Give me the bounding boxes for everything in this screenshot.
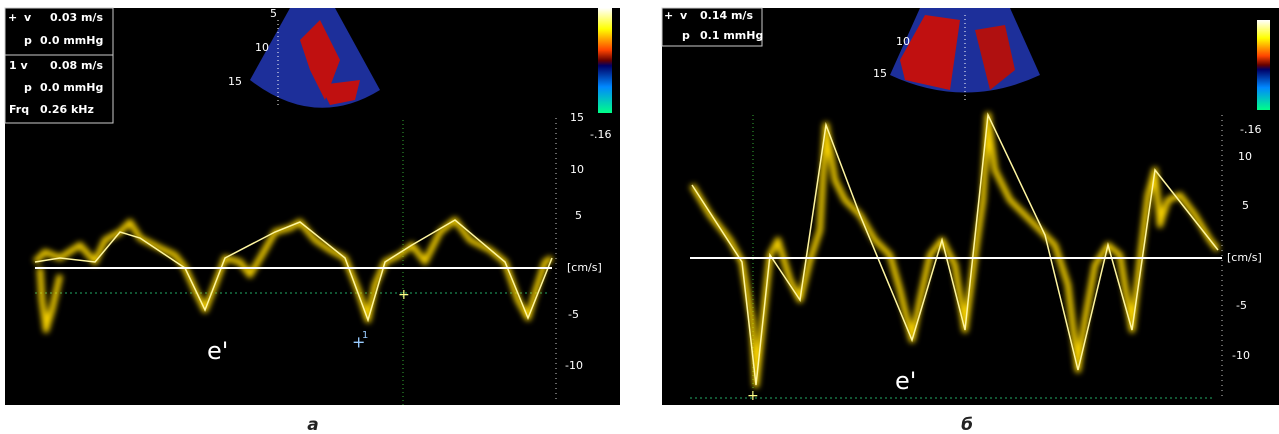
trace-core <box>691 112 1219 386</box>
readout-label: v <box>680 9 688 22</box>
color-bar-label: -.16 <box>1240 123 1261 136</box>
readout-label: v <box>24 11 32 24</box>
readout-label: p <box>24 81 32 94</box>
readout-label: p <box>24 34 32 47</box>
readout-label: p <box>682 29 690 42</box>
readout-value: 0.08 m/s <box>50 59 103 72</box>
color-bar <box>598 8 612 113</box>
marker-label: 1 <box>362 330 368 341</box>
cursor-icon: + <box>8 11 17 24</box>
scale-label: 5 <box>575 209 582 222</box>
cursor-icon: + <box>664 9 673 22</box>
readout-label: Frq <box>9 103 29 116</box>
panel-a: 5 10 15 + v 0.03 m/s p 0.0 mmHg 1 v 0.08… <box>4 7 620 434</box>
spectral-trace <box>32 217 554 323</box>
readout-box <box>661 7 763 47</box>
scale-label: -5 <box>1236 299 1247 312</box>
readout-value: 0.0 mmHg <box>40 81 103 94</box>
spectral-trace <box>689 112 1221 388</box>
color-flow <box>320 80 360 105</box>
scale-label: 10 <box>1238 150 1252 163</box>
readout-value: 0.1 mmHg <box>700 29 763 42</box>
panel-b: 10 15 + v 0.14 m/s p 0.1 mmHg -.16 10 5 … <box>661 7 1279 434</box>
caption: б <box>961 415 973 434</box>
scale-label: 15 <box>570 111 584 124</box>
readout-value: 0.0 mmHg <box>40 34 103 47</box>
readout-value: 0.14 m/s <box>700 9 753 22</box>
scale-label: [cm/s] <box>567 261 602 274</box>
color-bar-label: -.16 <box>590 128 611 141</box>
caption: а <box>307 415 318 434</box>
color-flow <box>300 20 340 100</box>
depth-label: 10 <box>255 41 269 54</box>
depth-label: 10 <box>896 35 910 48</box>
scale-label: 10 <box>570 163 584 176</box>
readout-value: 0.03 m/s <box>50 11 103 24</box>
readout-value: 0.26 kHz <box>40 103 94 116</box>
marker-icon: + <box>398 287 410 303</box>
depth-label: 15 <box>873 67 887 80</box>
scale-label: 5 <box>1242 199 1249 212</box>
scale-label: -10 <box>565 359 583 372</box>
annotation: e' <box>895 367 916 395</box>
color-bar <box>1257 20 1270 110</box>
annotation: e' <box>207 337 228 365</box>
spectral-trace <box>37 267 63 333</box>
marker-icon: + <box>352 333 365 352</box>
color-flow <box>900 15 960 90</box>
trace-core <box>34 219 553 323</box>
depth-label: 5 <box>270 7 277 20</box>
scale-label: [cm/s] <box>1227 251 1262 264</box>
readout-box <box>4 7 114 124</box>
color-flow <box>975 25 1015 90</box>
marker-icon: + <box>747 388 759 404</box>
scale-label: -5 <box>568 308 579 321</box>
scale-label: -10 <box>1232 349 1250 362</box>
depth-label: 15 <box>228 75 242 88</box>
readout-label: 1 v <box>9 59 28 72</box>
